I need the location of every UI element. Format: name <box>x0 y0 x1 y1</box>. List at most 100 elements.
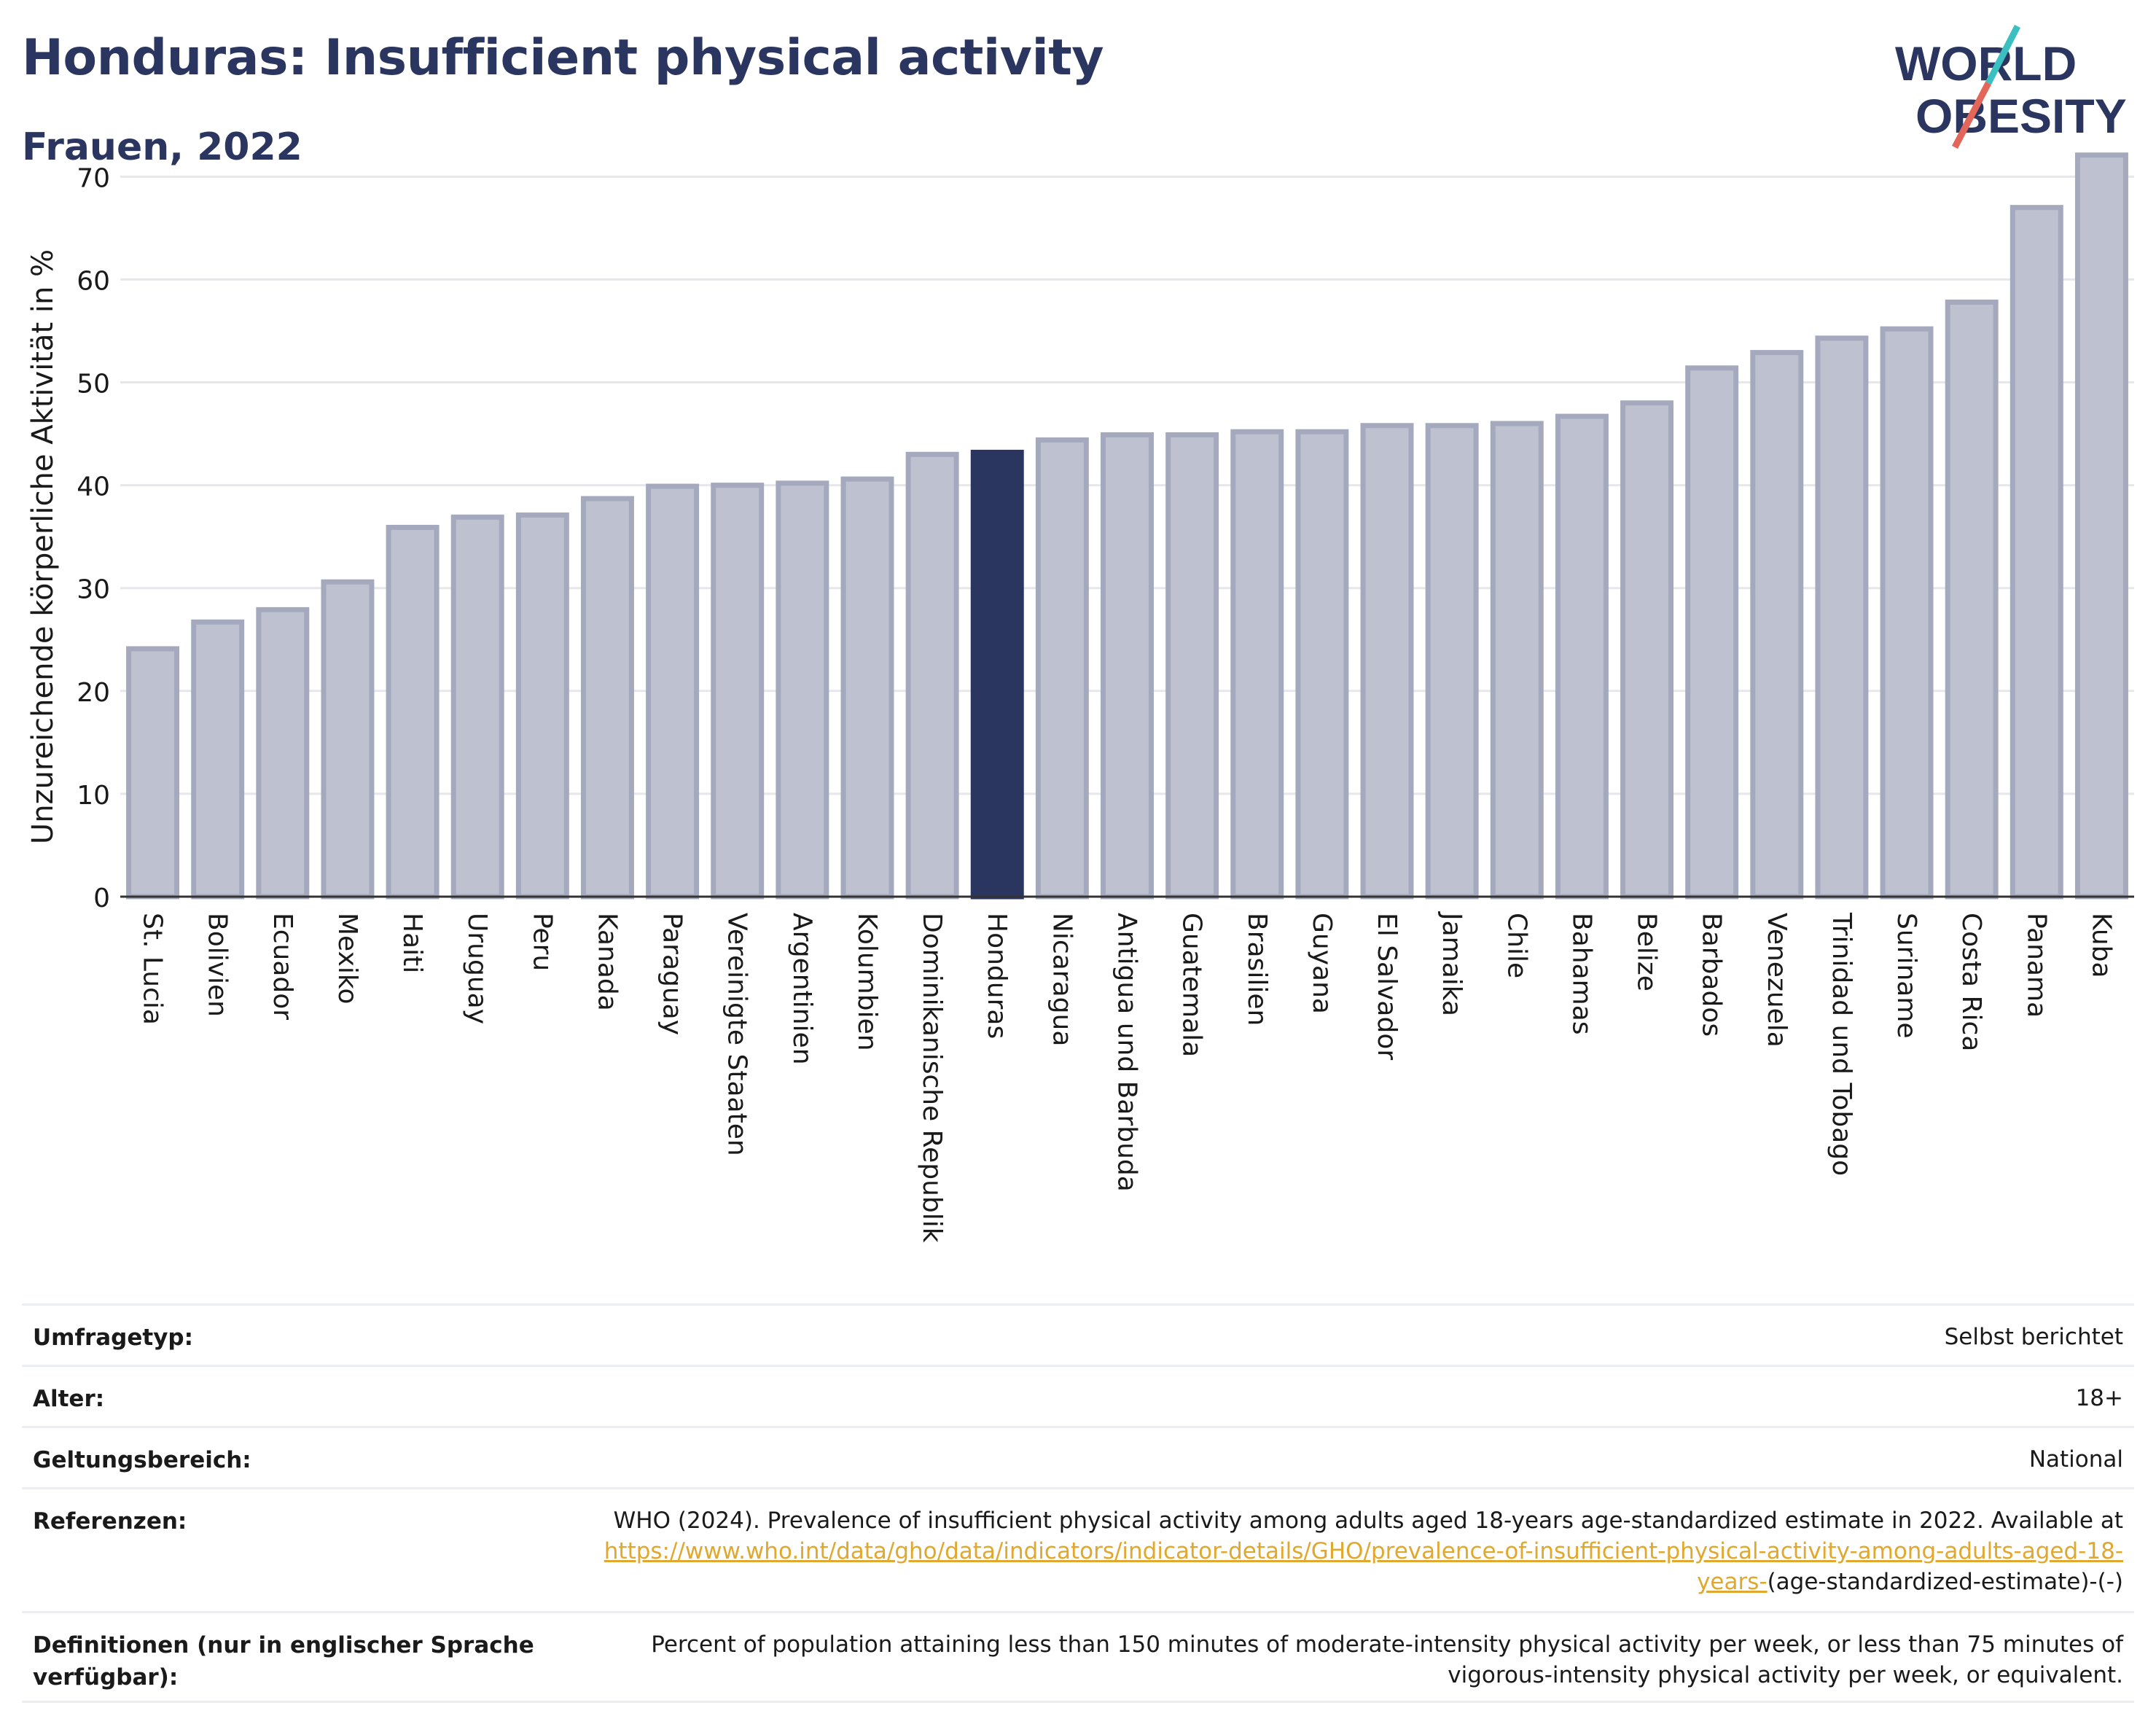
x-tick-label: Venezuela <box>1762 913 1792 1048</box>
page-subtitle: Frauen, 2022 <box>22 125 302 169</box>
meta-label: Geltungsbereich: <box>33 1447 251 1473</box>
y-tick-label: 20 <box>77 678 110 708</box>
y-tick-label: 60 <box>77 266 110 296</box>
x-tick-label: Barbados <box>1697 913 1727 1037</box>
bar <box>840 476 894 900</box>
meta-value: Selbst berichtet <box>1944 1324 2123 1350</box>
meta-row-age: Alter: 18+ <box>22 1365 2134 1426</box>
bar <box>1295 429 1349 900</box>
reference-link[interactable]: https://www.who.int/data/gho/data/indica… <box>604 1538 2123 1595</box>
bar <box>776 480 829 900</box>
bar <box>1555 413 1609 900</box>
x-tick-label: Haiti <box>397 913 427 973</box>
bar-highlighted <box>970 449 1024 900</box>
y-tick-label: 30 <box>77 575 110 605</box>
bar <box>386 524 440 900</box>
bar <box>905 451 959 900</box>
x-tick-label: Belize <box>1632 913 1662 991</box>
x-tick-label: Argentinien <box>787 913 817 1065</box>
bar <box>1750 350 1804 900</box>
bar <box>191 619 245 900</box>
x-tick-label: Mexiko <box>332 913 362 1004</box>
meta-label: Alter: <box>33 1386 105 1412</box>
x-tick-label: Ecuador <box>267 913 297 1020</box>
bar <box>1620 400 1674 900</box>
bar <box>580 496 634 900</box>
y-tick-label: 70 <box>77 163 110 193</box>
bar <box>1035 437 1089 900</box>
meta-label: Referenzen: <box>33 1508 187 1535</box>
bar <box>1945 299 1999 900</box>
bar <box>1360 423 1414 900</box>
y-tick-label: 40 <box>77 472 110 502</box>
x-tick-label: St. Lucia <box>138 913 168 1025</box>
bar <box>321 579 375 900</box>
logo-line2: OBESITY <box>1915 89 2127 143</box>
meta-value: WHO (2024). Prevalence of insufficient p… <box>578 1505 2123 1597</box>
x-tick-label: Kanada <box>592 913 622 1011</box>
bar <box>1425 423 1479 900</box>
x-tick-label: Vereinigte Staaten <box>722 913 752 1156</box>
bar <box>1490 421 1544 900</box>
bar <box>2074 152 2128 900</box>
x-tick-label: Paraguay <box>657 913 687 1035</box>
meta-row-survey-type: Umfragetyp: Selbst berichtet <box>22 1303 2134 1365</box>
reference-suffix: (age-standardized-estimate)-(-) <box>1767 1569 2123 1595</box>
bars <box>126 152 2128 900</box>
x-tick-label: Costa Rica <box>1956 913 1986 1051</box>
y-tick-label: 50 <box>77 370 110 399</box>
bar <box>1101 432 1154 900</box>
metadata-table: Umfragetyp: Selbst berichtet Alter: 18+ … <box>22 1303 2134 1703</box>
meta-value: Percent of population attaining less tha… <box>651 1631 2123 1688</box>
reference-text: WHO (2024). Prevalence of insufficient p… <box>613 1508 2123 1534</box>
y-axis-label: Unzureichende körperliche Aktivität in % <box>26 249 60 844</box>
meta-value: National <box>2028 1446 2123 1473</box>
x-tick-label: Trinidad und Tobago <box>1827 912 1856 1176</box>
y-tick-label: 10 <box>77 781 110 811</box>
meta-row-scope: Geltungsbereich: National <box>22 1426 2134 1487</box>
x-tick-label: Peru <box>527 913 557 971</box>
x-tick-label: Jamaika <box>1437 911 1466 1016</box>
x-tick-label: Kuba <box>2086 913 2116 978</box>
bar <box>1230 429 1284 900</box>
y-tick-label: 0 <box>93 884 110 913</box>
bar-chart: 0 10 20 30 40 50 60 70 St. Lucia Bolivien Ecuador… <box>26 152 2134 1243</box>
x-tick-label: Bolivien <box>203 913 233 1017</box>
x-tick-label: Brasilien <box>1242 913 1272 1026</box>
bar <box>1685 365 1739 900</box>
x-tick-label: Suriname <box>1891 913 1921 1039</box>
bar <box>1880 326 1934 900</box>
bar <box>450 514 504 900</box>
x-tick-label: Nicaragua <box>1047 913 1077 1046</box>
y-tick-labels: 0 10 20 30 40 50 60 70 <box>77 163 110 913</box>
x-tick-labels: St. Lucia Bolivien Ecuador Mexiko Haiti Urugu… <box>138 911 2117 1243</box>
bar <box>1165 432 1219 900</box>
x-tick-label: Chile <box>1501 913 1531 978</box>
bar <box>646 483 700 900</box>
x-tick-label: Uruguay <box>462 913 492 1024</box>
bar <box>1815 335 1869 900</box>
x-tick-label: Dominikanische Republik <box>917 913 947 1243</box>
world-obesity-logo: WORLD OBESITY <box>1895 24 2127 149</box>
x-tick-label: Panama <box>2021 913 2051 1018</box>
x-tick-label: Guatemala <box>1177 913 1207 1057</box>
x-tick-label: Antigua und Barbuda <box>1112 913 1142 1192</box>
meta-row-definitions: Definitionen (nur in englischer Sprache … <box>22 1611 2134 1703</box>
x-tick-label: El Salvador <box>1372 913 1402 1060</box>
bar <box>515 512 569 900</box>
bar <box>711 483 765 900</box>
meta-label: Definitionen (nur in englischer Sprache … <box>33 1632 534 1691</box>
x-tick-label: Bahamas <box>1566 913 1596 1035</box>
x-tick-label: Guyana <box>1307 913 1337 1014</box>
page-title: Honduras: Insufficient physical activity <box>22 29 1104 87</box>
bar <box>256 607 310 900</box>
bar <box>126 646 180 900</box>
logo-slash-teal <box>1985 24 2021 85</box>
meta-label: Umfragetyp: <box>33 1325 193 1351</box>
x-tick-label: Honduras <box>982 913 1012 1039</box>
bar <box>2009 205 2063 900</box>
logo-slash-red <box>1952 81 1991 149</box>
meta-value: 18+ <box>2075 1385 2123 1411</box>
meta-row-references: Referenzen: WHO (2024). Prevalence of in… <box>22 1487 2134 1611</box>
x-tick-label: Kolumbien <box>852 913 882 1051</box>
